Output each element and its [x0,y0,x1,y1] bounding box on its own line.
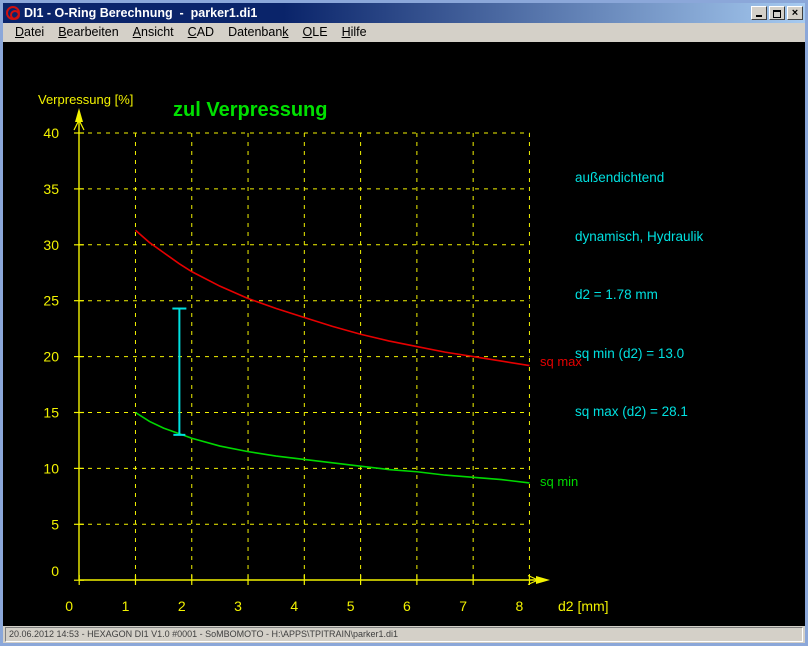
annotation-d2-value: d2 = 1.78 mm [575,287,658,302]
menu-item-bearbeiten[interactable]: Bearbeiten [58,25,119,39]
menu-bar: Datei Bearbeiten Ansicht CAD Datenbank OLE Hil… [3,23,805,42]
curve-sq-min [135,411,530,484]
menu-item-datei[interactable]: Datei [15,25,45,39]
y-ticks [74,132,84,581]
y-gridlines [79,132,530,525]
maximize-icon [773,10,781,18]
svg-text:40: 40 [43,125,59,141]
menu-item-cad[interactable]: CAD [187,25,215,39]
svg-text:3: 3 [234,598,242,614]
annotation-application: dynamisch, Hydraulik [575,228,704,244]
window-controls: × [751,6,803,20]
svg-text:5: 5 [51,516,59,532]
svg-text:5: 5 [347,598,355,614]
close-button[interactable]: × [787,6,803,20]
svg-text:20: 20 [43,349,59,365]
x-ticks [78,575,531,585]
svg-text:0: 0 [65,598,73,614]
series-label-sq-min: sq min [540,474,579,489]
svg-text:10: 10 [43,460,59,476]
annotation-sq-min: sq min (d2) = 13.0 [575,345,685,361]
svg-text:2: 2 [178,598,186,614]
chart-title: zul Verpressung [173,99,328,121]
x-gridlines [134,133,530,580]
minimize-icon [756,15,762,17]
chart-canvas: 0 5 10 15 20 25 30 35 40 0 1 2 3 4 5 6 7 8 [43,108,550,614]
window-title: DI1 - O-Ring Berechnung - parker1.di1 [24,6,258,20]
svg-text:4: 4 [290,598,298,614]
status-bar: 20.06.2012 14:53 - HEXAGON DI1 V1.0 #000… [3,626,805,643]
annotation-block: außendichtend dynamisch, Hydraulik d2 = … [575,129,703,461]
chart-client-area: 0 5 10 15 20 25 30 35 40 0 1 2 3 4 5 6 7 8 Verpressung [%… [3,42,805,626]
minimize-button[interactable] [751,6,767,20]
x-tick-labels: 0 1 2 3 4 5 6 7 8 [65,598,523,614]
svg-text:0: 0 [51,563,59,579]
svg-text:1: 1 [122,598,130,614]
status-text: 20.06.2012 14:53 - HEXAGON DI1 V1.0 #000… [5,627,803,642]
series-label-sq-max: sq max [540,354,582,369]
svg-text:25: 25 [43,293,59,309]
menu-item-ansicht[interactable]: Ansicht [132,25,174,39]
svg-text:7: 7 [459,598,467,614]
x-axis-title: d2 [mm] [558,598,609,614]
svg-text:35: 35 [43,181,59,197]
maximize-button[interactable] [769,6,785,20]
title-bar[interactable]: DI1 - O-Ring Berechnung - parker1.di1 × [3,3,805,23]
o-ring-app-icon [6,6,20,20]
close-icon: × [791,7,799,19]
menu-item-hilfe[interactable]: Hilfe [341,25,367,39]
menu-item-datenbank[interactable]: Datenbank [228,25,289,39]
menu-item-ole[interactable]: OLE [302,25,328,39]
curve-sq-max [134,229,530,367]
svg-text:15: 15 [43,405,59,421]
y-axis-title: Verpressung [%] [38,92,134,107]
marker-selected-d2-range [172,307,187,436]
svg-text:30: 30 [43,237,59,253]
annotation-sq-max: sq max (d2) = 28.1 [575,404,688,419]
annotation-sealing: außendichtend [575,170,665,185]
axes [73,108,550,586]
svg-text:8: 8 [516,598,524,614]
svg-text:6: 6 [403,598,411,614]
y-tick-labels: 0 5 10 15 20 25 30 35 40 [43,125,59,579]
